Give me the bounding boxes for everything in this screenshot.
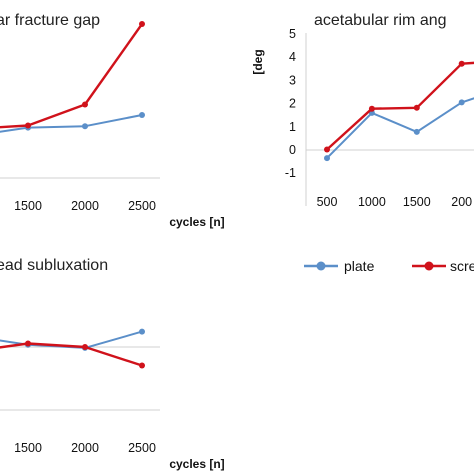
data-point-screw <box>413 104 420 111</box>
series-line-screw <box>0 342 143 367</box>
data-point-plate <box>458 99 465 106</box>
data-point-screw <box>324 146 330 153</box>
data-point-screw <box>139 21 145 27</box>
x-tick-label: 1500 <box>14 441 42 455</box>
chart-title: acetabular rim ang <box>314 12 447 29</box>
x-axis-label: cycles [n] <box>169 457 224 471</box>
y-tick-label: 0 <box>289 143 296 157</box>
x-tick-label: 2500 <box>128 441 156 455</box>
data-point-screw <box>458 60 465 67</box>
x-tick-label: 200 <box>451 195 472 209</box>
chart-head-subluxation: ead subluxation 1500 2000 2500 cycles [n] <box>0 257 225 471</box>
series-line-plate <box>326 97 474 159</box>
data-point-plate <box>324 155 330 162</box>
legend-label: plate <box>344 258 375 274</box>
x-tick-label: 500 <box>317 195 338 209</box>
data-point-screw <box>82 344 88 350</box>
chart-title: ar fracture gap <box>0 12 100 29</box>
series-line-screw <box>0 23 143 129</box>
chart-legend: plate scre <box>304 258 474 274</box>
y-tick-label: -1 <box>285 166 296 180</box>
legend-swatch-marker <box>316 261 326 271</box>
y-tick-label: 4 <box>289 50 296 64</box>
data-point-plate <box>139 328 145 335</box>
x-tick-label: 2000 <box>71 441 99 455</box>
data-point-plate <box>139 112 145 118</box>
chart-acetabular-rim-angle: acetabular rim ang [deg 5 4 3 2 1 0 -1 500 1000… <box>251 12 474 209</box>
y-tick-label: 2 <box>289 97 296 111</box>
series-line-plate <box>0 114 143 133</box>
data-point-screw <box>82 101 88 108</box>
x-axis-label: cycles [n] <box>169 215 224 229</box>
x-tick-label: 1000 <box>358 195 386 209</box>
chart-title: ead subluxation <box>0 257 108 274</box>
x-tick-label: 2000 <box>71 199 99 213</box>
x-tick-label: 1500 <box>403 195 431 209</box>
data-point-screw <box>25 122 31 129</box>
legend-swatch-marker <box>424 261 434 271</box>
y-tick-label: 5 <box>289 27 296 41</box>
x-tick-label: 1500 <box>14 199 42 213</box>
y-tick-label: 1 <box>289 120 296 134</box>
data-point-screw <box>25 340 31 347</box>
data-point-plate <box>82 123 88 130</box>
y-tick-label: 3 <box>289 73 296 87</box>
data-point-screw <box>368 105 375 112</box>
data-point-screw <box>139 362 145 369</box>
x-tick-label: 2500 <box>128 199 156 213</box>
legend-label: scre <box>450 258 474 274</box>
chart-fracture-gap: ar fracture gap 1500 2000 2500 cycles [n] <box>0 12 225 229</box>
y-axis-label: [deg <box>251 49 265 74</box>
data-point-plate <box>413 128 420 135</box>
